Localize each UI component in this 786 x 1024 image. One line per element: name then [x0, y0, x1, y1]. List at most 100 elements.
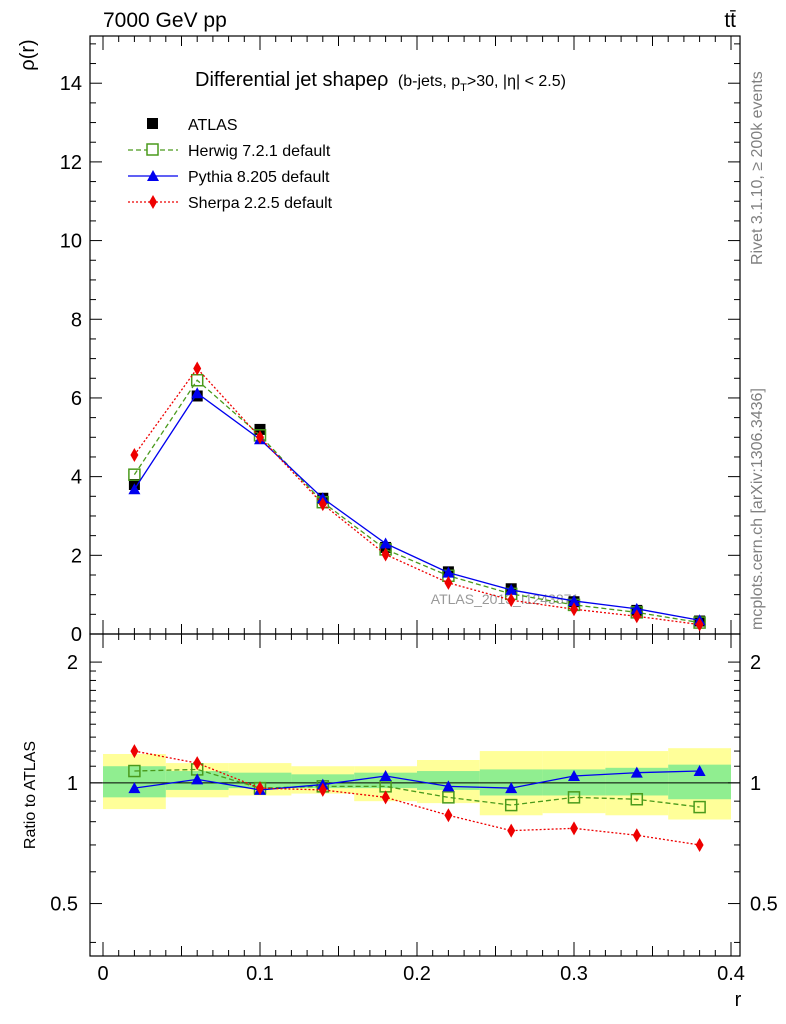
ratio-y-ticks: 0.5 0.5 1 1 2 2: [50, 652, 778, 943]
ratio-point-herwig: [128, 764, 141, 778]
point-sherpa: [256, 430, 264, 445]
point-pythia: [630, 602, 643, 614]
point-pythia: [379, 537, 392, 549]
x-tick-label: 0.4: [717, 963, 745, 985]
main-series: [128, 361, 706, 632]
point-sherpa: [632, 609, 641, 624]
ratio-point-pythia: [568, 769, 580, 781]
point-sherpa: [193, 361, 202, 376]
ratio-y-tick-label: 1: [67, 773, 78, 795]
legend-label-pythia: Pythia 8.205 default: [188, 169, 330, 186]
ratio-point-pythia: [379, 769, 392, 781]
legend-label-atlas: ATLAS: [188, 117, 238, 134]
ratio-point-pythia: [128, 782, 141, 794]
legend: ATLAS Herwig 7.2.1 default Pythia 8.205 …: [128, 117, 333, 212]
ratio-point-pythia: [630, 766, 643, 778]
ratio-line-sherpa: [134, 750, 700, 846]
ratio-point-herwig: [504, 798, 518, 812]
ratio-point-sherpa: [193, 756, 202, 771]
legend-entry-pythia: Pythia 8.205 default: [128, 169, 330, 186]
series-line-sherpa: [133, 367, 700, 626]
main-y-ticks: 0 2 4 6 8 10 12 14: [60, 43, 740, 646]
legend-entry-atlas: ATLAS: [147, 117, 238, 134]
rivet-version-label: Rivet 3.1.10, ≥ 200k events: [749, 71, 766, 265]
ratio-point-herwig: [630, 792, 644, 806]
ratio-point-herwig: [442, 791, 455, 804]
ratio-line-herwig: [134, 768, 700, 808]
chart-title-main: Differential jet shapeρ: [195, 69, 388, 91]
ratio-y-tick-label-right: 1: [750, 773, 761, 795]
ratio-y-axis-label: Ratio to ATLAS: [22, 741, 39, 849]
main-x-ticks: [102, 36, 732, 634]
ratio-point-sherpa: [381, 790, 390, 805]
point-sherpa: [570, 602, 578, 617]
x-axis-label: r: [735, 989, 742, 1011]
process-label: tt̄: [724, 9, 736, 32]
point-sherpa: [695, 617, 704, 632]
chart-title-tail: >30, |η| < 2.5): [467, 73, 566, 90]
y-tick-label: 6: [71, 388, 82, 410]
ratio-point-pythia: [191, 773, 204, 785]
ratio-plot-frame: [89, 633, 741, 957]
point-pythia: [505, 583, 518, 595]
chart-title-detail: (b-jets, p: [398, 73, 460, 90]
ratio-point-sherpa: [695, 837, 704, 852]
ratio-y-tick-label: 0.5: [50, 894, 78, 916]
x-tick-label: 0: [97, 963, 108, 985]
ratio-y-tick-label-right: 2: [750, 652, 761, 674]
ratio-point-pythia: [505, 782, 518, 794]
ratio-point-sherpa: [256, 781, 264, 796]
point-sherpa: [130, 447, 139, 462]
point-sherpa: [507, 593, 516, 608]
y-tick-label: 0: [71, 624, 82, 646]
point-sherpa: [318, 497, 327, 512]
legend-label-herwig: Herwig 7.2.1 default: [188, 143, 331, 160]
energy-label: 7000 GeV pp: [103, 9, 227, 32]
y-tick-label: 14: [60, 73, 82, 95]
y-axis-label: ρ(r): [17, 39, 39, 70]
ratio-point-sherpa: [130, 744, 139, 759]
point-herwig: [128, 468, 141, 481]
ratio-point-pythia: [693, 765, 706, 777]
y-tick-label: 10: [60, 231, 82, 253]
y-tick-label: 4: [71, 467, 82, 489]
x-tick-label: 0.2: [403, 963, 431, 985]
legend-entry-sherpa: Sherpa 2.2.5 default: [128, 195, 333, 212]
legend-marker-herwig: [146, 143, 159, 156]
legend-label-sherpa: Sherpa 2.2.5 default: [188, 195, 333, 212]
legend-marker-sherpa: [149, 195, 157, 209]
ratio-point-sherpa: [444, 808, 453, 823]
point-sherpa: [381, 547, 390, 562]
chart-title-subscript: T: [460, 82, 467, 94]
ratio-point-sherpa: [570, 821, 578, 836]
y-tick-label: 2: [71, 545, 82, 567]
point-sherpa: [444, 575, 453, 590]
series-line-pythia: [133, 392, 700, 621]
ratio-point-herwig: [693, 800, 706, 814]
ratio-x-ticks: 0 0.1 0.2 0.3 0.4: [97, 634, 745, 985]
y-tick-label: 12: [60, 152, 82, 174]
ratio-band-inner: [228, 772, 292, 789]
legend-marker-pythia: [147, 170, 159, 181]
legend-entry-herwig: Herwig 7.2.1 default: [128, 143, 331, 160]
ratio-y-tick-label: 2: [67, 652, 78, 674]
ratio-point-sherpa: [507, 823, 516, 838]
legend-marker-atlas: [147, 118, 158, 129]
point-pythia: [191, 387, 204, 399]
ratio-point-sherpa: [318, 782, 327, 797]
ratio-series: [128, 744, 706, 852]
x-tick-label: 0.3: [560, 963, 588, 985]
source-label: mcplots.cern.ch [arXiv:1306.3436]: [749, 388, 766, 630]
ratio-line-pythia: [134, 770, 700, 791]
point-pythia: [128, 483, 141, 495]
chart-title: Differential jet shapeρ (b-jets, pT>30, …: [195, 69, 566, 94]
point-pythia: [568, 594, 580, 606]
x-tick-label: 0.1: [246, 963, 274, 985]
y-tick-label: 8: [71, 309, 82, 331]
ratio-point-pythia: [442, 780, 455, 792]
ratio-y-tick-label-right: 0.5: [750, 894, 778, 916]
ratio-panel: 0.5 0.51 12 2 0 0.1 0.2 0.3 0.4 Ratio to ATLAS …: [22, 633, 778, 1011]
point-pythia: [442, 566, 455, 578]
